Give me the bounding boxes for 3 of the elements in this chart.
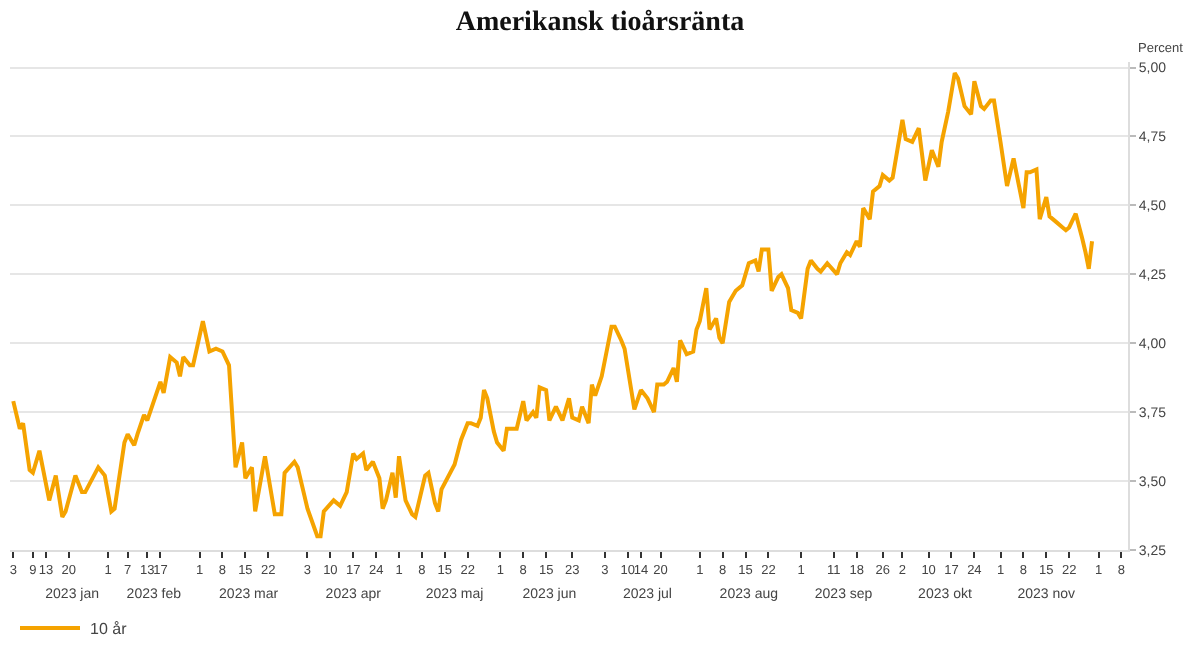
chart-title: Amerikansk tioårsränta [455,7,745,38]
legend-label: 10 år [90,620,128,639]
line-series [11,71,1095,539]
